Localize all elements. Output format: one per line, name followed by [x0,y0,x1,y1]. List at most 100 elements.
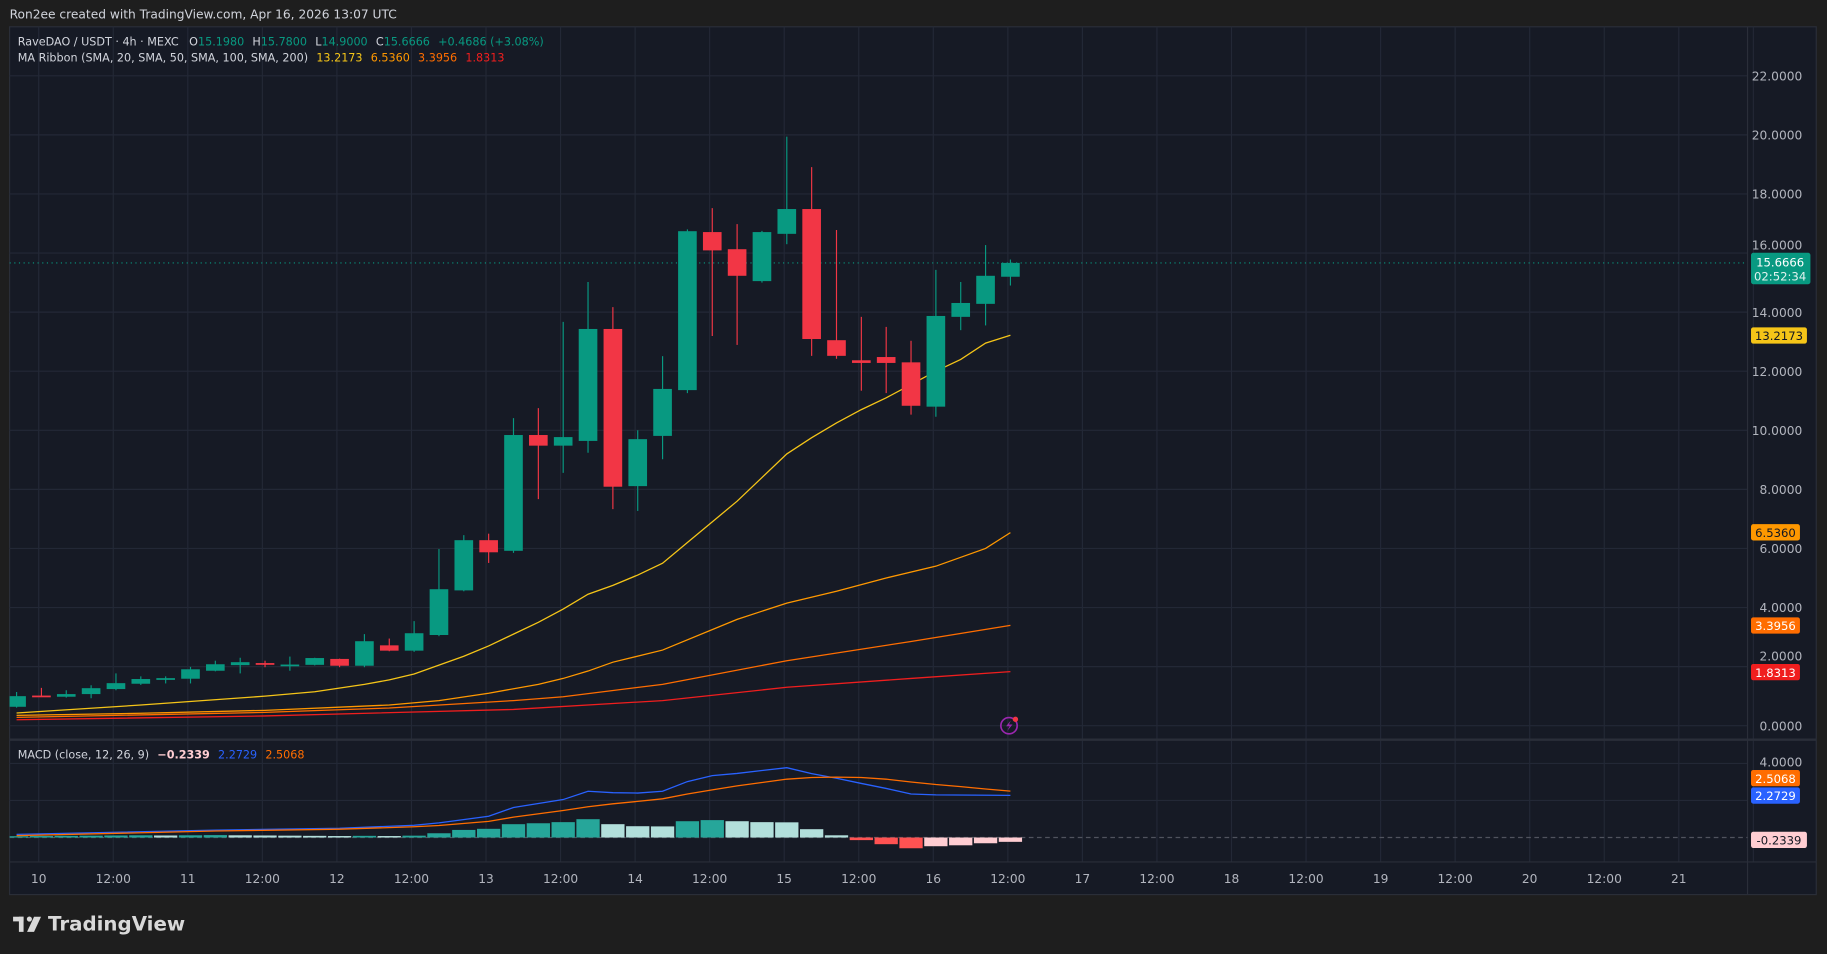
time-tick-label: 20 [1522,872,1538,886]
macd-legend[interactable]: MACD (close, 12, 26, 9) −0.2339 2.2729 2… [18,748,305,761]
close-value: 15.6666 [384,35,430,48]
candle [752,230,772,283]
macd-signal-value: 2.5068 [265,748,304,761]
candle [976,245,995,326]
histogram-bar [303,835,327,838]
histogram-bar [973,837,998,844]
time-tick-label: 12:00 [394,872,429,886]
macd-title: MACD (close, 12, 26, 9) [18,748,149,761]
histogram-bar [626,826,650,838]
price-tick-label: 22.0000 [1752,69,1803,83]
time-tick-label: 17 [1075,872,1091,886]
sma-line-100 [16,624,1011,719]
candle [429,549,449,637]
candle [255,660,275,668]
ma20-badge: 13.2173 [1751,327,1807,344]
price-axis[interactable]: 0.0000 2.0000 4.0000 6.0000 8.0000 10.0000 12.… [1752,69,1803,733]
candle-body [653,388,672,436]
histogram-bar [377,836,401,838]
candle-body [1001,262,1020,277]
candle-body [355,641,374,666]
chart-panel [9,26,1817,896]
candle [106,673,126,691]
close-label: C [376,35,384,48]
histogram-bar [178,835,203,838]
candle-body [802,209,821,340]
histogram-bar [675,821,700,838]
tradingview-logo[interactable]: TradingView [13,913,185,936]
time-tick-label: 16 [926,872,942,886]
candle-body [181,669,200,679]
candle [56,690,76,698]
time-tick-label: 12:00 [1438,872,1473,886]
candle-body [678,231,697,391]
price-tick-label: 18.0000 [1752,188,1803,202]
alert-indicator[interactable] [1000,716,1019,735]
candle-body [454,540,474,591]
time-tick-label: 11 [180,872,196,886]
candle-body [131,679,151,684]
candle [901,340,921,415]
macd-line-badge: 2.2729 [1751,787,1800,804]
candle [727,224,747,345]
candle [280,656,300,671]
candle-body [752,232,772,282]
candle-body [32,695,51,698]
price-tick-label: 14.0000 [1752,306,1803,320]
ma200-value: 1.8313 [465,52,504,65]
price-tick-label: 10.0000 [1752,424,1803,438]
histogram-bar [725,821,749,838]
histogram-bar [501,824,526,838]
tradingview-logo-icon [13,916,42,932]
time-tick-label: 12:00 [245,872,280,886]
change-value: +0.4686 (+3.08%) [438,35,544,48]
low-value: 14.9000 [321,35,367,48]
candle-body [727,249,747,276]
candle [81,685,101,699]
ma200-price-label: 1.8313 [1755,666,1796,680]
lightning-icon[interactable] [1000,716,1018,735]
histogram-bar [949,837,973,846]
histogram-bar [54,835,78,838]
candle-body [628,439,648,487]
ma50-badge: 6.5360 [1751,524,1800,541]
candle [702,208,722,337]
ma50-price-label: 6.5360 [1755,526,1796,540]
candle-body [305,658,325,665]
tradingview-wordmark: TradingView [48,913,185,936]
candle [529,408,548,500]
candle-body [504,435,523,551]
histogram-bar [352,835,377,838]
time-tick-label: 12:00 [543,872,578,886]
time-tick-label: 13 [478,872,494,886]
ma-ribbon-legend[interactable]: MA Ribbon (SMA, 20, SMA, 50, SMA, 100, S… [18,52,505,65]
candle [777,136,797,245]
time-tick-label: 10 [31,872,47,886]
grid-lines [9,26,1754,862]
histogram-bar [129,835,153,838]
time-tick-label: 12:00 [1139,872,1174,886]
price-tick-label: 12.0000 [1752,365,1803,379]
time-axis[interactable]: 10 12:00 11 12:00 12 12:00 13 12:00 14 12:00 15 12:… [31,872,1687,886]
histogram-bar [253,835,277,838]
macd-histogram [9,819,1023,849]
candles [9,136,1020,708]
candle-body [206,664,225,671]
macd-lines [16,767,1011,837]
alert-dot [1012,716,1019,722]
histogram-bar [278,835,302,838]
candle-body [106,683,126,690]
symbol-legend[interactable]: RaveDAO / USDT · 4h · MEXC O15.1980 H15.… [18,35,544,48]
time-tick-label: 19 [1373,872,1389,886]
snapshot-credit: Ron2ee created with TradingView.com, Apr… [10,8,397,22]
candle [9,692,26,708]
histogram-bar [79,835,103,838]
macd-line-value: 2.2729 [218,748,257,761]
candle [454,535,474,592]
price-tick-label: 16.0000 [1752,238,1803,252]
sma-line-200 [16,670,1011,721]
histogram-bar [998,837,1023,842]
macd-line [16,767,1011,836]
time-tick-label: 18 [1224,872,1240,886]
